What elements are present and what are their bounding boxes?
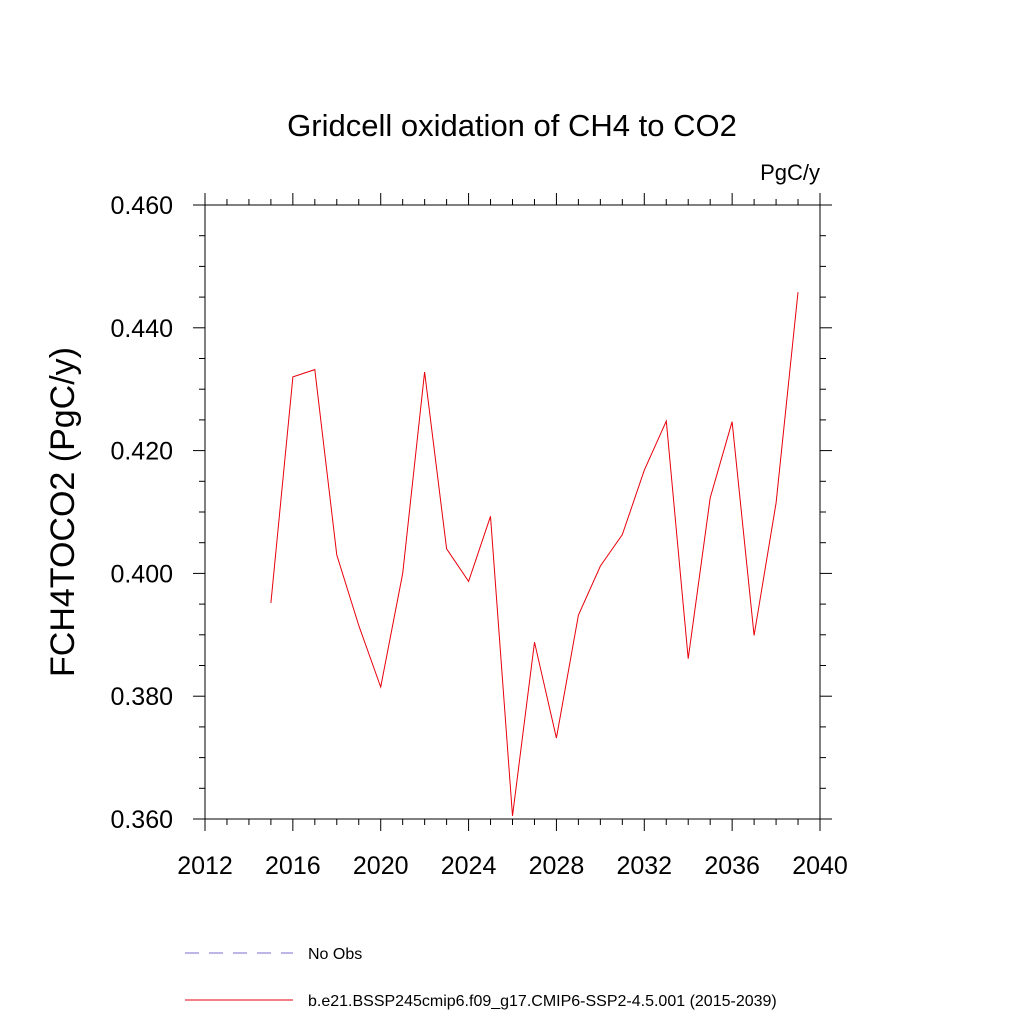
chart-title: Gridcell oxidation of CH4 to CO2 <box>287 108 737 143</box>
x-tick-label: 2040 <box>792 852 848 880</box>
y-tick-label: 0.360 <box>110 806 173 834</box>
x-tick-label: 2036 <box>704 852 760 880</box>
axis-ticks <box>193 193 832 831</box>
series-group <box>270 292 799 816</box>
x-tick-label: 2024 <box>441 852 497 880</box>
x-tick-label: 2028 <box>529 852 585 880</box>
y-tick-label: 0.460 <box>110 192 173 220</box>
x-tick-label: 2020 <box>353 852 409 880</box>
y-tick-label: 0.400 <box>110 560 173 588</box>
legend-label-model-run: b.e21.BSSP245cmip6.f09_g17.CMIP6-SSP2-4.… <box>308 993 777 1010</box>
y-tick-label: 0.420 <box>110 438 173 466</box>
plot-frame <box>204 204 821 820</box>
x-tick-label: 2016 <box>265 852 321 880</box>
series-line <box>270 292 799 816</box>
legend: No Obs b.e21.BSSP245cmip6.f09_g17.CMIP6-… <box>185 946 777 1010</box>
y-axis-label: FCH4TOCO2 (PgC/y) <box>44 347 82 677</box>
x-tick-label: 2012 <box>177 852 233 880</box>
y-tick-label: 0.380 <box>110 683 173 711</box>
y-tick-label: 0.440 <box>110 315 173 343</box>
axis-tick-labels: 2012 2016 2020 2024 2028 2032 2036 2040 0.360 0.3… <box>110 192 847 880</box>
legend-label-no-obs: No Obs <box>308 946 362 963</box>
x-tick-label: 2032 <box>616 852 672 880</box>
units-label: PgC/y <box>760 160 820 185</box>
